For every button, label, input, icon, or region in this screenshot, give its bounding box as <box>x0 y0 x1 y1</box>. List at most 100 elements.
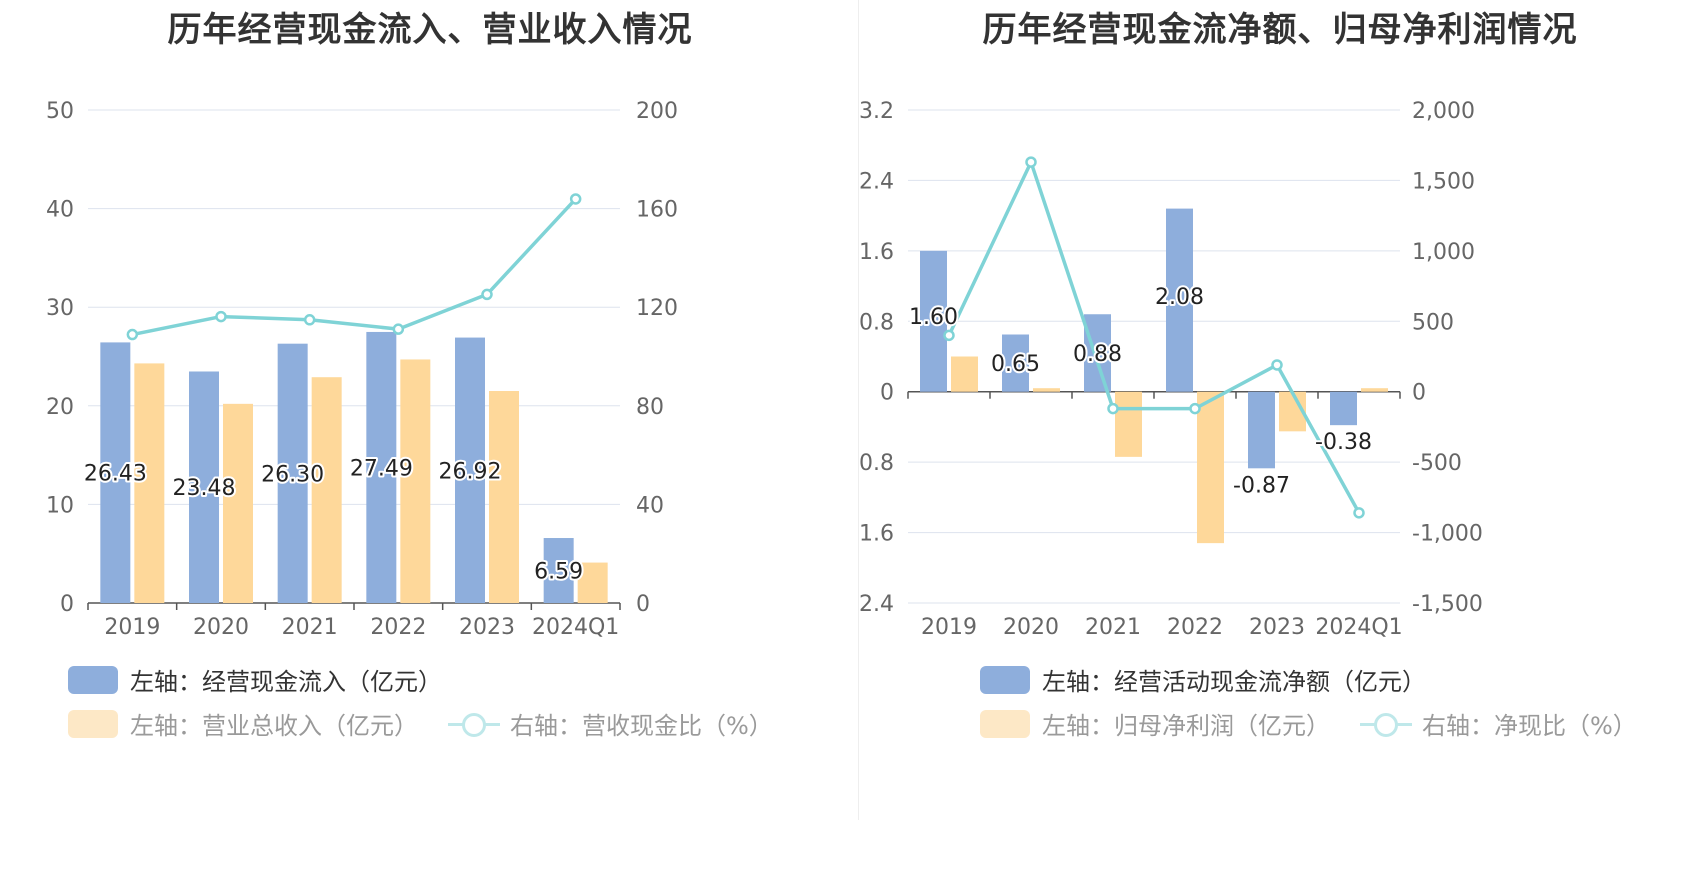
legend-label: 右轴：营收现金比（%） <box>510 712 773 740</box>
bar-data-label: 26.92 <box>439 459 502 484</box>
category-label: 2021 <box>282 615 338 640</box>
line-series <box>947 160 1361 514</box>
category-label: 2020 <box>193 615 249 640</box>
legend-row-2: 左轴：营业总收入（亿元） 右轴：营收现金比（%） <box>68 706 803 741</box>
bar-series-1 <box>1330 391 1357 426</box>
right-axis-tick-label: -1,000 <box>1412 522 1483 547</box>
category-label: 2021 <box>1085 615 1141 640</box>
bar-series-2 <box>1115 391 1142 457</box>
category-label: 2024Q1 <box>1315 615 1402 640</box>
legend-line-swatch <box>448 710 500 738</box>
line-point <box>1353 507 1365 519</box>
bar-data-label: 2.08 <box>1155 285 1204 310</box>
line-point <box>569 193 582 205</box>
bar-series-2 <box>1197 391 1224 544</box>
right-axis-tick-label: 200 <box>636 99 678 124</box>
left-axis-tick-label: 30 <box>46 296 74 321</box>
line-point <box>1107 402 1119 415</box>
right-axis-tick-label: 1,000 <box>1412 240 1475 265</box>
category-label: 2023 <box>459 615 515 640</box>
chart-title: 历年经营现金流入、营业收入情况 <box>167 10 693 50</box>
chart-right-svg: -2.4 -1.6 -0.8 0 0.8 1.6 2.4 3.2 -1,500 -1,000 -50… <box>860 99 1483 640</box>
bar-series-2 <box>489 391 519 603</box>
left-axis-tick-label: 40 <box>46 198 74 223</box>
left-axis-tick-label: -1.6 <box>860 522 894 547</box>
bar-data-label: 26.43 <box>84 462 147 487</box>
legend-item[interactable]: 左轴：经营现金流入（亿元） <box>68 662 442 697</box>
line-point <box>392 323 405 335</box>
right-axis-tick-label: 1,500 <box>1412 169 1475 194</box>
bar-data-label: -0.38 <box>1315 430 1372 455</box>
right-axis-tick-label: -1,500 <box>1412 592 1483 617</box>
left-axis-tick-label: 0 <box>60 592 74 617</box>
bar-data-label: -0.87 <box>1233 473 1290 498</box>
bar-series-1 <box>366 331 397 603</box>
legend-item[interactable]: 右轴：净现比（%） <box>1360 706 1637 741</box>
category-label: 2019 <box>921 615 977 640</box>
legend-line-swatch <box>1360 710 1412 738</box>
bar-data-label: 6.59 <box>534 560 583 585</box>
bar-series-1 <box>100 342 131 603</box>
line-point <box>943 329 955 342</box>
bar-series-2 <box>951 356 978 392</box>
panel-divider <box>858 0 859 820</box>
legend-label: 左轴：归母净利润（亿元） <box>1042 712 1330 740</box>
line-series <box>131 197 577 337</box>
line-point <box>1189 402 1201 415</box>
legend-label: 左轴：营业总收入（亿元） <box>130 712 418 740</box>
left-axis-tick-label: 0.8 <box>860 310 894 335</box>
bar-series-2 <box>134 363 165 603</box>
chart-title: 历年经营现金流净额、归母净利润情况 <box>982 10 1578 50</box>
bar-data-label: 0.65 <box>991 352 1040 377</box>
category-label: 2023 <box>1249 615 1305 640</box>
bar-series-1 <box>1002 334 1029 392</box>
legend-item[interactable]: 右轴：营收现金比（%） <box>448 706 773 741</box>
legend-item[interactable]: 左轴：归母净利润（亿元） <box>980 706 1330 741</box>
left-axis-tick-label: 50 <box>46 99 74 124</box>
legend-item[interactable]: 左轴：营业总收入（亿元） <box>68 706 418 741</box>
chart-left-svg: 0 10 20 30 40 50 0 40 80 120 160 200 2019 2020 2021 202… <box>46 99 678 640</box>
bar-data-label: 0.88 <box>1073 342 1122 367</box>
chart-panel-left: 历年经营现金流入、营业收入情况 0 10 20 30 40 50 0 40 80 120 160 20… <box>46 10 803 741</box>
line-point <box>1271 359 1283 371</box>
legend-label: 右轴：净现比（%） <box>1422 712 1637 740</box>
bar-series-1 <box>1084 314 1111 392</box>
bar-series-1 <box>543 538 574 603</box>
bar-series-2 <box>1033 388 1060 392</box>
legend-row-2: 左轴：归母净利润（亿元） 右轴：净现比（%） <box>980 706 1667 741</box>
line-point <box>481 288 493 301</box>
bar-data-label: 27.49 <box>350 456 413 481</box>
bar-series-2 <box>577 562 608 603</box>
legend-row-1: 左轴：经营现金流入（亿元） <box>68 662 472 697</box>
left-axis-tick-label: 0 <box>880 381 894 406</box>
left-axis-tick-label: 20 <box>46 395 74 420</box>
category-label: 2022 <box>1167 615 1223 640</box>
right-axis-tick-label: 2,000 <box>1412 99 1475 124</box>
right-axis-tick-label: 0 <box>636 592 650 617</box>
bar-series-1 <box>1248 391 1275 469</box>
legend-label: 左轴：经营现金流入（亿元） <box>130 668 442 696</box>
category-label: 2020 <box>1003 615 1059 640</box>
line-point <box>126 328 139 341</box>
bar-series-1 <box>920 250 947 392</box>
left-axis-tick-label: 10 <box>46 493 74 518</box>
right-axis-tick-label: 40 <box>636 493 664 518</box>
right-axis-tick-label: 0 <box>1412 381 1426 406</box>
chart-panel-right: 历年经营现金流净额、归母净利润情况 -2.4 -1.6 -0.8 0 0.8 1.6 2.4… <box>860 0 1700 874</box>
bar-series-1 <box>277 343 308 603</box>
right-axis-tick-label: -500 <box>1412 451 1462 476</box>
bar-data-label: 26.30 <box>261 462 324 487</box>
line-point <box>1025 156 1037 168</box>
left-axis-tick-label: 1.6 <box>860 240 894 265</box>
legend-item[interactable]: 左轴：经营活动现金流净额（亿元） <box>980 662 1426 697</box>
left-axis-tick-label: 2.4 <box>860 169 894 194</box>
line-point <box>215 310 227 323</box>
bar-series-2 <box>400 359 431 603</box>
left-axis-tick-label: -0.8 <box>860 451 894 476</box>
left-axis-tick-label: 3.2 <box>860 99 894 124</box>
right-axis-tick-label: 500 <box>1412 310 1454 335</box>
bar-series-2 <box>1361 388 1388 392</box>
left-axis-tick-label: -2.4 <box>860 592 894 617</box>
bar-data-label: 23.48 <box>173 476 236 501</box>
category-label: 2019 <box>104 615 160 640</box>
